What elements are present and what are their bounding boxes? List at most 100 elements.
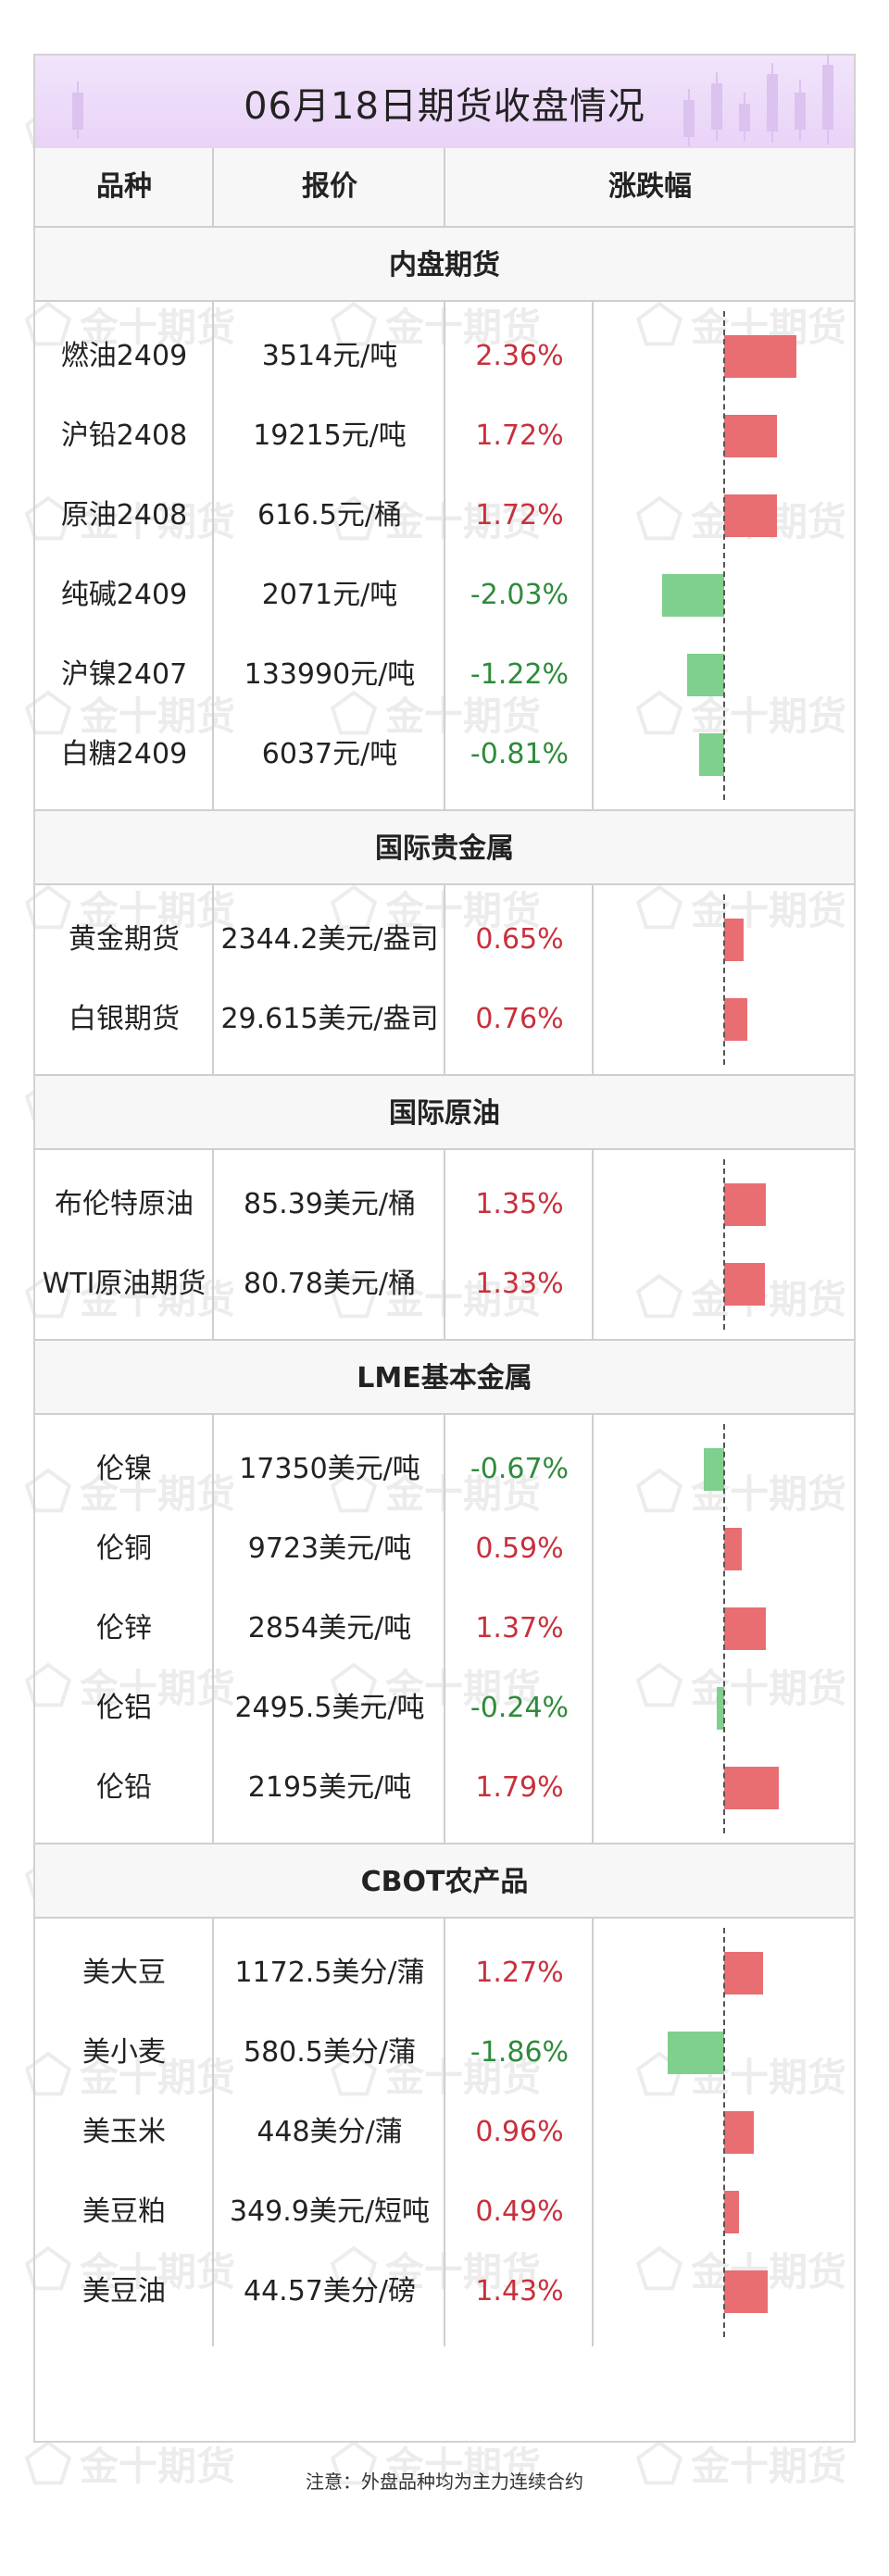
header-name: 品种 bbox=[96, 170, 152, 203]
change-bar bbox=[724, 2111, 754, 2154]
commodity-price: 17350美元/吨 bbox=[239, 1453, 420, 1485]
section-header: CBOT农产品 bbox=[35, 1843, 854, 1919]
column-divider bbox=[444, 1919, 445, 2346]
table-frame bbox=[33, 54, 856, 2443]
change-percent: 0.65% bbox=[475, 923, 564, 956]
change-percent: 2.36% bbox=[475, 340, 564, 372]
commodity-name: WTI原油期货 bbox=[42, 1268, 207, 1300]
title-bar: 06月18日期货收盘情况 bbox=[35, 56, 854, 150]
table-row: 美玉米 448美分/蒲 0.96% bbox=[35, 2093, 854, 2172]
commodity-name: 布伦特原油 bbox=[55, 1188, 194, 1220]
change-percent: 1.72% bbox=[475, 499, 564, 531]
table-row: WTI原油期货 80.78美元/桶 1.33% bbox=[35, 1244, 854, 1324]
candlestick-decoration bbox=[72, 56, 833, 146]
table-row: 燃油2409 3514元/吨 2.36% bbox=[35, 317, 854, 396]
column-divider bbox=[212, 1150, 214, 1339]
change-bar bbox=[724, 2191, 740, 2233]
change-bar bbox=[724, 335, 796, 378]
change-bar bbox=[699, 733, 724, 776]
commodity-price: 2854美元/吨 bbox=[247, 1612, 412, 1644]
column-divider bbox=[212, 885, 214, 1074]
change-bar bbox=[724, 1528, 743, 1570]
zero-axis bbox=[723, 1928, 725, 2337]
table-row: 白银期货 29.615美元/盎司 0.76% bbox=[35, 980, 854, 1059]
commodity-price: 44.57美分/磅 bbox=[244, 2275, 416, 2307]
table-row: 伦铝 2495.5美元/吨 -0.24% bbox=[35, 1669, 854, 1748]
change-percent: 0.59% bbox=[475, 1532, 564, 1565]
table-row: 黄金期货 2344.2美元/盎司 0.65% bbox=[35, 900, 854, 980]
column-divider bbox=[592, 302, 594, 809]
column-divider bbox=[444, 1150, 445, 1339]
table-row: 伦镍 17350美元/吨 -0.67% bbox=[35, 1430, 854, 1509]
change-percent: 1.43% bbox=[475, 2275, 564, 2307]
change-percent: 1.27% bbox=[475, 1957, 564, 1989]
commodity-price: 1172.5美分/蒲 bbox=[234, 1957, 425, 1989]
column-divider bbox=[444, 302, 445, 809]
change-percent: -1.22% bbox=[470, 658, 570, 691]
zero-axis bbox=[723, 1424, 725, 1833]
commodity-name: 原油2408 bbox=[60, 499, 188, 531]
footnote: 注意：外盘品种均为主力连续合约 bbox=[306, 2470, 583, 2493]
commodity-name: 伦镍 bbox=[96, 1453, 152, 1485]
column-divider bbox=[212, 1919, 214, 2346]
change-bar bbox=[724, 1952, 763, 1995]
commodity-price: 133990元/吨 bbox=[244, 658, 416, 691]
change-percent: -1.86% bbox=[470, 2036, 570, 2069]
section-header: 内盘期货 bbox=[35, 226, 854, 302]
column-divider bbox=[444, 885, 445, 1074]
change-bar bbox=[662, 574, 724, 617]
change-bar bbox=[724, 1767, 780, 1809]
zero-axis bbox=[723, 1159, 725, 1330]
change-percent: 1.37% bbox=[475, 1612, 564, 1644]
change-percent: 0.49% bbox=[475, 2195, 564, 2228]
table-row: 原油2408 616.5元/桶 1.72% bbox=[35, 476, 854, 556]
commodity-price: 580.5美分/蒲 bbox=[244, 2036, 416, 2069]
table-row: 布伦特原油 85.39美元/桶 1.35% bbox=[35, 1165, 854, 1244]
column-divider bbox=[592, 1150, 594, 1339]
commodity-name: 黄金期货 bbox=[69, 923, 180, 956]
column-divider bbox=[592, 885, 594, 1074]
change-percent: 1.79% bbox=[475, 1771, 564, 1804]
change-percent: -0.67% bbox=[470, 1453, 570, 1485]
commodity-name: 白银期货 bbox=[69, 1003, 180, 1035]
commodity-price: 349.9美元/短吨 bbox=[230, 2195, 430, 2228]
commodity-name: 沪镍2407 bbox=[60, 658, 188, 691]
change-bar bbox=[717, 1687, 724, 1730]
change-bar bbox=[724, 415, 777, 457]
table-row: 沪镍2407 133990元/吨 -1.22% bbox=[35, 635, 854, 715]
commodity-name: 伦锌 bbox=[96, 1612, 152, 1644]
change-percent: 0.76% bbox=[475, 1003, 564, 1035]
commodity-price: 2195美元/吨 bbox=[247, 1771, 412, 1804]
table-row: 白糖2409 6037元/吨 -0.81% bbox=[35, 715, 854, 794]
table-row: 美豆粕 349.9美元/短吨 0.49% bbox=[35, 2172, 854, 2252]
change-percent: -2.03% bbox=[470, 579, 570, 611]
change-percent: 1.35% bbox=[475, 1188, 564, 1220]
section-header: LME基本金属 bbox=[35, 1339, 854, 1415]
table-row: 美小麦 580.5美分/蒲 -1.86% bbox=[35, 2013, 854, 2093]
column-divider bbox=[444, 148, 445, 226]
commodity-name: 美豆粕 bbox=[82, 2195, 166, 2228]
column-divider bbox=[592, 1415, 594, 1843]
table-row: 伦铜 9723美元/吨 0.59% bbox=[35, 1509, 854, 1589]
commodity-name: 纯碱2409 bbox=[60, 579, 188, 611]
commodity-price: 19215元/吨 bbox=[253, 419, 407, 452]
header-price: 报价 bbox=[302, 170, 357, 203]
commodity-name: 美玉米 bbox=[82, 2116, 166, 2148]
commodity-price: 6037元/吨 bbox=[261, 738, 398, 770]
change-percent: 1.72% bbox=[475, 419, 564, 452]
change-bar bbox=[724, 919, 745, 961]
commodity-name: 美小麦 bbox=[82, 2036, 166, 2069]
commodity-name: 燃油2409 bbox=[60, 340, 188, 372]
commodity-name: 美大豆 bbox=[82, 1957, 166, 1989]
change-percent: -0.81% bbox=[470, 738, 570, 770]
commodity-price: 9723美元/吨 bbox=[247, 1532, 412, 1565]
commodity-name: 白糖2409 bbox=[60, 738, 188, 770]
commodity-name: 沪铅2408 bbox=[60, 419, 188, 452]
commodity-price: 2344.2美元/盎司 bbox=[220, 923, 439, 956]
commodity-price: 448美分/蒲 bbox=[257, 2116, 403, 2148]
section-header: 国际贵金属 bbox=[35, 809, 854, 885]
change-bar bbox=[724, 2270, 769, 2313]
table-row: 伦锌 2854美元/吨 1.37% bbox=[35, 1589, 854, 1669]
commodity-price: 29.615美元/盎司 bbox=[220, 1003, 439, 1035]
column-divider bbox=[212, 148, 214, 226]
